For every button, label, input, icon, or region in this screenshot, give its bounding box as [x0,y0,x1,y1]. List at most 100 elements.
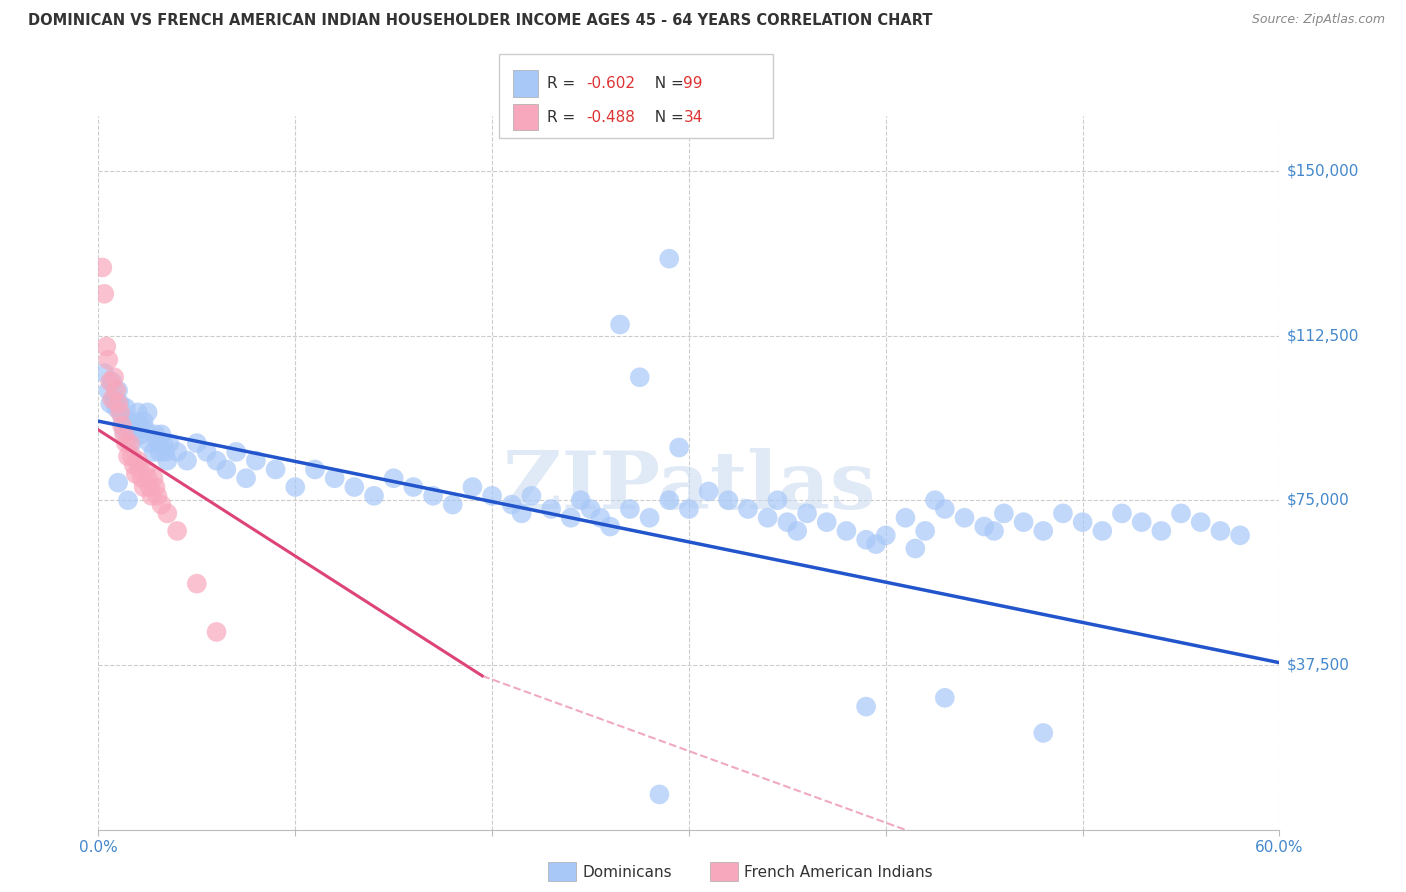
Point [786,524,808,538]
Point [125,423,148,437]
Point [93,366,115,380]
Point [678,502,700,516]
Point [135,423,157,437]
Point [855,533,877,547]
Point [142,445,165,459]
Point [776,515,799,529]
Text: N =: N = [645,76,689,91]
Point [658,252,681,266]
Point [122,414,145,428]
Point [1150,524,1173,538]
Point [103,392,125,407]
Point [638,510,661,524]
Point [121,436,143,450]
Text: 34: 34 [683,110,703,125]
Point [97,352,120,367]
Point [132,414,155,428]
Point [422,489,444,503]
Point [560,510,582,524]
Point [1209,524,1232,538]
Point [569,493,592,508]
Point [131,471,153,485]
Point [125,467,148,481]
Point [128,462,150,476]
Point [343,480,366,494]
Point [112,423,135,437]
Point [108,396,131,410]
Point [97,384,120,398]
Point [934,690,956,705]
Text: 99: 99 [683,76,703,91]
Point [540,502,562,516]
Point [107,475,129,490]
Point [235,471,257,485]
Point [101,375,124,389]
Text: -0.602: -0.602 [586,76,636,91]
Point [127,453,149,467]
Point [117,493,139,508]
Point [93,286,115,301]
Point [215,462,238,476]
Text: $112,500: $112,500 [1286,328,1358,343]
Point [156,453,179,467]
Point [1032,524,1054,538]
Point [924,493,946,508]
Point [628,370,651,384]
Point [112,427,135,442]
Point [934,502,956,516]
Point [1130,515,1153,529]
Text: ZIPatlas: ZIPatlas [503,448,875,526]
Point [894,510,917,524]
Point [1012,515,1035,529]
Point [796,507,818,521]
Text: R =: R = [547,76,581,91]
Point [108,405,131,419]
Point [619,502,641,516]
Point [103,370,125,384]
Text: Dominicans: Dominicans [582,865,672,880]
Point [98,396,121,410]
Point [146,436,169,450]
Point [835,524,858,538]
Point [96,339,118,353]
Point [815,515,838,529]
Point [658,493,681,508]
Point [668,441,690,455]
Text: $150,000: $150,000 [1286,163,1358,178]
Point [186,576,208,591]
Point [766,493,789,508]
Point [264,462,287,476]
Point [953,510,976,524]
Point [150,427,173,442]
Point [136,405,159,419]
Text: $37,500: $37,500 [1286,657,1350,673]
Point [1091,524,1114,538]
Text: N =: N = [645,110,689,125]
Point [98,375,121,389]
Point [697,484,720,499]
Point [481,489,503,503]
Point [973,519,995,533]
Point [1189,515,1212,529]
Point [510,507,533,521]
Point [865,537,887,551]
Point [402,480,425,494]
Point [225,445,247,459]
Point [121,450,143,464]
Point [156,507,179,521]
Point [152,436,174,450]
Point [520,489,543,503]
Point [111,409,134,424]
Point [284,480,307,494]
Point [176,453,198,467]
Point [737,502,759,516]
Point [1170,507,1192,521]
Point [155,445,177,459]
Point [115,401,138,415]
Point [382,471,405,485]
Text: R =: R = [547,110,581,125]
Point [141,489,163,503]
Text: French American Indians: French American Indians [744,865,932,880]
Point [105,384,128,398]
Point [128,418,150,433]
